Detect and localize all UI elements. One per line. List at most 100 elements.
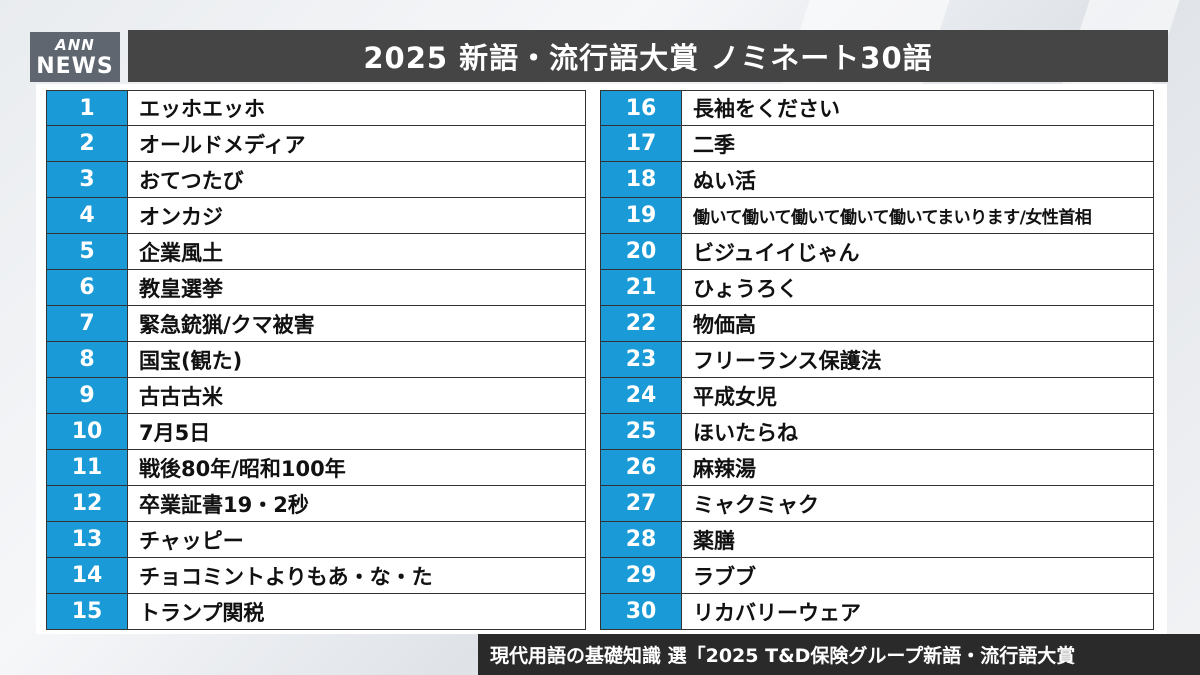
nominee-number: 22 <box>601 306 682 341</box>
nominee-word: 麻辣湯 <box>693 456 756 481</box>
nominee-row: 21 ひょうろく <box>600 270 1154 306</box>
nominee-word: オンカジ <box>139 204 223 229</box>
nominee-word: チョコミントよりもあ・な・た <box>139 564 433 589</box>
nominee-word: トランプ関税 <box>139 600 265 625</box>
nominee-row: 10 7月5日 <box>46 414 586 450</box>
nominee-word: 企業風土 <box>139 240 223 265</box>
nominee-number: 2 <box>47 126 128 161</box>
nominee-word: フリーランス保護法 <box>693 348 882 373</box>
nominee-row: 24 平成女児 <box>600 378 1154 414</box>
nominee-number: 3 <box>47 162 128 197</box>
nominee-word: 二季 <box>693 132 735 157</box>
nominee-row: 9 古古古米 <box>46 378 586 414</box>
nominee-word: 緊急銃猟/クマ被害 <box>139 312 315 337</box>
nominee-number: 25 <box>601 414 682 449</box>
nominee-word: ひょうろく <box>693 276 798 301</box>
nominee-row: 4 オンカジ <box>46 198 586 234</box>
nominee-number: 20 <box>601 234 682 269</box>
nominee-row: 15 トランプ関税 <box>46 594 586 630</box>
nominee-row: 8 国宝(観た) <box>46 342 586 378</box>
nominee-word: リカバリーウェア <box>693 600 861 625</box>
nominee-row: 16 長袖をください <box>600 90 1154 126</box>
nominee-row: 26 麻辣湯 <box>600 450 1154 486</box>
nominee-row: 23 フリーランス保護法 <box>600 342 1154 378</box>
nominee-word: 卒業証書19・2秒 <box>139 492 309 517</box>
nominee-column-left: 1 エッホエッホ 2 オールドメディア 3 おてつたび 4 オンカジ 5 企業風土 6 教皇選挙 7 緊急… <box>46 90 586 630</box>
nominee-word: ミャクミャク <box>693 492 819 517</box>
nominee-word: 薬膳 <box>693 528 735 553</box>
logo-line1: ANN <box>55 36 95 54</box>
nominee-row: 3 おてつたび <box>46 162 586 198</box>
title-bar: 2025 新語・流行語大賞 ノミネート30語 <box>128 30 1168 82</box>
nominee-number: 8 <box>47 342 128 377</box>
caption-bar: 現代用語の基礎知識 選「2025 T&D保険グループ新語・流行語大賞 <box>478 634 1200 675</box>
nominee-word: 教皇選挙 <box>139 276 223 301</box>
nominee-number: 27 <box>601 486 682 521</box>
nominee-word: 国宝(観た) <box>139 348 243 373</box>
nominee-word: 働いて働いて働いて働いて働いてまいります/女性首相 <box>693 208 1092 228</box>
nominee-row: 25 ほいたらね <box>600 414 1154 450</box>
nominee-row: 11 戦後80年/昭和100年 <box>46 450 586 486</box>
nominee-number: 13 <box>47 522 128 557</box>
nominee-word: 古古古米 <box>139 384 223 409</box>
nominee-word: 長袖をください <box>693 97 840 121</box>
nominee-row: 22 物価高 <box>600 306 1154 342</box>
nominee-word: 戦後80年/昭和100年 <box>139 456 346 481</box>
nominee-row: 14 チョコミントよりもあ・な・た <box>46 558 586 594</box>
nominee-row: 12 卒業証書19・2秒 <box>46 486 586 522</box>
nominee-row: 1 エッホエッホ <box>46 90 586 126</box>
nominee-number: 29 <box>601 558 682 593</box>
nominee-row: 28 薬膳 <box>600 522 1154 558</box>
nominee-word: 物価高 <box>693 312 756 337</box>
nominee-board: 1 エッホエッホ 2 オールドメディア 3 おてつたび 4 オンカジ 5 企業風土 6 教皇選挙 7 緊急… <box>36 84 1167 634</box>
logo-line2: NEWS <box>36 54 114 79</box>
nominee-word: おてつたび <box>139 168 244 193</box>
nominee-number: 4 <box>47 198 128 233</box>
nominee-row: 17 二季 <box>600 126 1154 162</box>
nominee-number: 30 <box>601 594 682 629</box>
nominee-number: 6 <box>47 270 128 305</box>
nominee-row: 18 ぬい活 <box>600 162 1154 198</box>
nominee-number: 11 <box>47 450 128 485</box>
nominee-number: 15 <box>47 594 128 629</box>
nominee-number: 28 <box>601 522 682 557</box>
nominee-row: 29 ラブブ <box>600 558 1154 594</box>
nominee-row: 7 緊急銃猟/クマ被害 <box>46 306 586 342</box>
nominee-number: 9 <box>47 378 128 413</box>
nominee-word: ぬい活 <box>693 168 756 193</box>
nominee-number: 12 <box>47 486 128 521</box>
ann-news-logo: ANN NEWS <box>30 32 120 82</box>
nominee-word: ラブブ <box>693 564 756 589</box>
nominee-row: 19 働いて働いて働いて働いて働いてまいります/女性首相 <box>600 198 1154 234</box>
nominee-row: 13 チャッピー <box>46 522 586 558</box>
nominee-number: 16 <box>601 91 682 125</box>
nominee-column-right: 16 長袖をください 17 二季 18 ぬい活 19 働いて働いて働いて働いて働いてまいります… <box>600 90 1154 630</box>
nominee-row: 20 ビジュイイじゃん <box>600 234 1154 270</box>
nominee-word: オールドメディア <box>139 132 306 157</box>
nominee-number: 18 <box>601 162 682 197</box>
nominee-word: ほいたらね <box>693 420 798 445</box>
nominee-word: 平成女児 <box>693 384 777 409</box>
nominee-number: 14 <box>47 558 128 593</box>
nominee-number: 21 <box>601 270 682 305</box>
page-title: 2025 新語・流行語大賞 ノミネート30語 <box>363 41 933 75</box>
nominee-row: 2 オールドメディア <box>46 126 586 162</box>
nominee-word: チャッピー <box>139 528 244 553</box>
nominee-number: 5 <box>47 234 128 269</box>
caption-text: 現代用語の基礎知識 選「2025 T&D保険グループ新語・流行語大賞 <box>490 645 1076 667</box>
nominee-word: エッホエッホ <box>139 97 265 121</box>
nominee-row: 27 ミャクミャク <box>600 486 1154 522</box>
nominee-number: 19 <box>601 198 682 233</box>
nominee-number: 23 <box>601 342 682 377</box>
nominee-number: 1 <box>47 91 128 125</box>
nominee-row: 5 企業風土 <box>46 234 586 270</box>
nominee-number: 24 <box>601 378 682 413</box>
nominee-word: 7月5日 <box>139 420 211 445</box>
nominee-row: 6 教皇選挙 <box>46 270 586 306</box>
nominee-number: 7 <box>47 306 128 341</box>
nominee-word: ビジュイイじゃん <box>693 240 860 265</box>
nominee-number: 26 <box>601 450 682 485</box>
nominee-number: 10 <box>47 414 128 449</box>
nominee-number: 17 <box>601 126 682 161</box>
nominee-row: 30 リカバリーウェア <box>600 594 1154 630</box>
